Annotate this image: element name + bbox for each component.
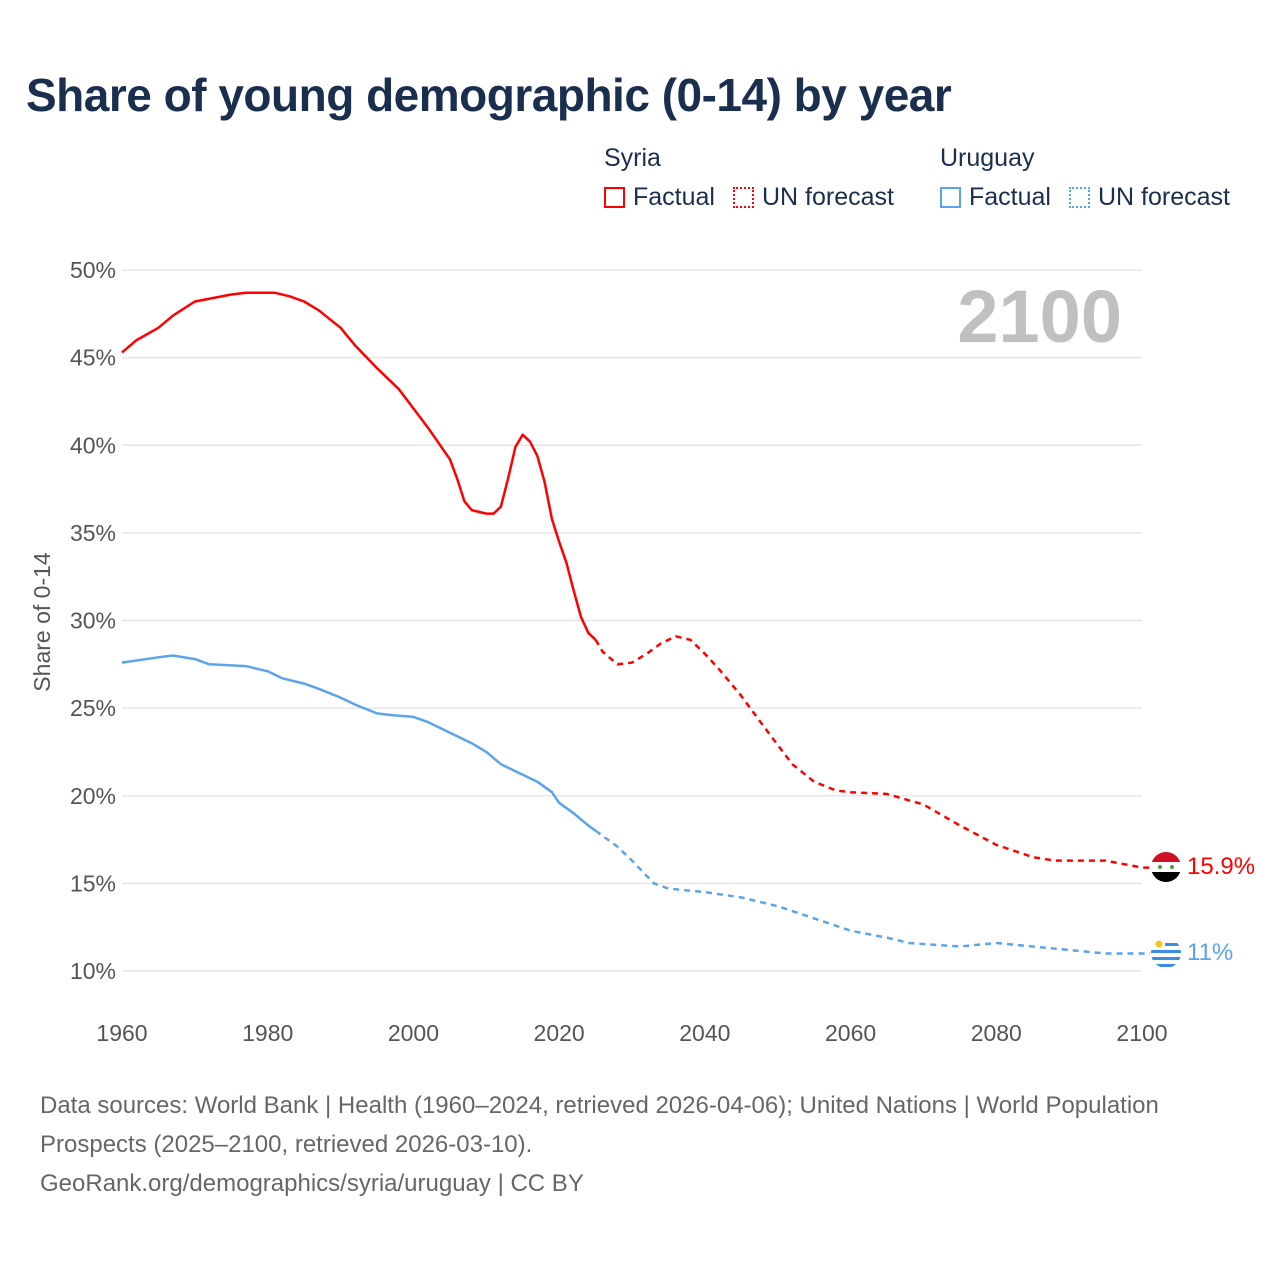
legend-syria: Syria Factual UN forecast <box>604 144 912 212</box>
legend-country-syria: Syria <box>604 144 661 172</box>
y-tick-label: 30% <box>70 608 116 634</box>
chart-title: Share of young demographic (0-14) by yea… <box>26 69 952 121</box>
y-tick-label: 35% <box>70 520 116 546</box>
x-tick-label: 2000 <box>388 1020 439 1046</box>
source-link[interactable]: GeoRank.org/demographics/syria/uruguay |… <box>40 1170 584 1197</box>
legend-country-uruguay: Uruguay <box>940 144 1035 172</box>
x-tick-label: 1960 <box>96 1020 147 1046</box>
legend-swatch-solid <box>940 187 961 208</box>
legend-uruguay-forecast[interactable]: UN forecast <box>1068 183 1230 212</box>
legend-swatch-dotted <box>1068 187 1090 208</box>
uruguay-flag-icon <box>1151 938 1181 968</box>
y-tick-label: 40% <box>70 432 116 458</box>
syria-end-label: 15.9% <box>1187 853 1255 880</box>
year-watermark: 2100 <box>957 275 1122 358</box>
legend-syria-forecast[interactable]: UN forecast <box>732 183 894 212</box>
uruguay-forecast-line <box>594 829 1150 955</box>
x-tick-label: 2060 <box>825 1020 876 1046</box>
y-tick-label: 20% <box>70 783 116 809</box>
x-tick-label: 2100 <box>1116 1020 1167 1046</box>
source-note: Data sources: World Bank | Health (1960–… <box>40 1086 1160 1203</box>
syria-flag-icon <box>1151 852 1181 882</box>
syria-factual-line <box>121 291 597 641</box>
legend-syria-factual[interactable]: Factual <box>604 183 715 212</box>
x-tick-label: 2020 <box>534 1020 585 1046</box>
y-tick-label: 25% <box>70 695 116 721</box>
y-tick-label: 45% <box>70 345 116 371</box>
source-line: Data sources: World Bank | Health (1960–… <box>40 1092 1159 1158</box>
y-axis-label: Share of 0-14 <box>29 552 55 692</box>
x-tick-label: 2080 <box>971 1020 1022 1046</box>
legend-label: Factual <box>633 183 715 211</box>
legend-swatch-solid <box>604 187 625 208</box>
y-tick-label: 50% <box>70 257 116 283</box>
legend-label: UN forecast <box>761 183 894 211</box>
legend-swatch-dotted <box>732 187 754 208</box>
legend-label: UN forecast <box>1097 183 1230 211</box>
legend-label: Factual <box>969 183 1051 211</box>
x-tick-label: 2040 <box>679 1020 730 1046</box>
uruguay-factual-line <box>121 654 597 832</box>
y-tick-label: 15% <box>70 870 116 896</box>
uruguay-end-label: 11% <box>1187 939 1233 966</box>
legend-uruguay-factual[interactable]: Factual <box>940 183 1051 212</box>
syria-forecast-line <box>594 634 1150 869</box>
y-tick-label: 10% <box>70 958 116 984</box>
legend-uruguay: Uruguay Factual UN forecast <box>940 144 1248 212</box>
x-tick-label: 1980 <box>242 1020 293 1046</box>
